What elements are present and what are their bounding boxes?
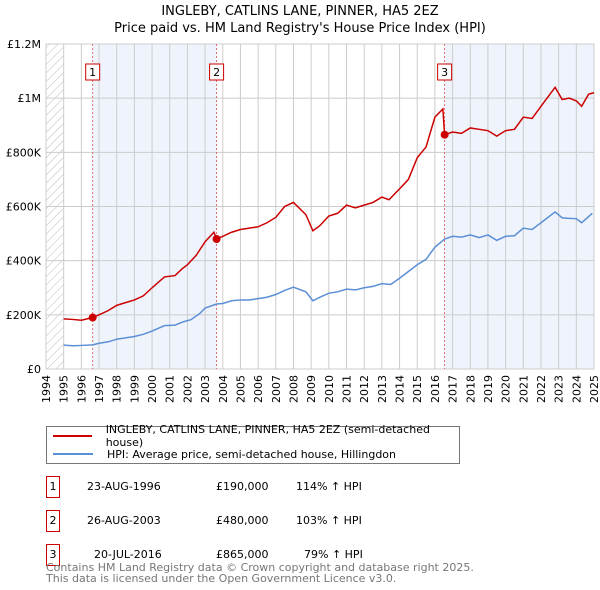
series-line — [63, 210, 593, 347]
sale-hpi-change: 114% ↑ HPI — [296, 480, 362, 493]
chart-subtitle: Price paid vs. HM Land Registry's House … — [114, 21, 486, 36]
sale-hpi-change: 79% ↑ HPI — [304, 548, 363, 561]
x-tick-label: 1998 — [111, 375, 124, 403]
x-tick-label: 2025 — [588, 375, 600, 403]
y-tick-label: £600K — [6, 201, 42, 214]
sale-row: 1 23-AUG-1996 £190,000 114% ↑ HPI — [46, 476, 546, 498]
x-tick-label: 2000 — [146, 375, 159, 403]
y-tick-label: £0 — [27, 363, 41, 376]
x-tick-label: 2018 — [464, 375, 477, 403]
y-tick-label: £400K — [6, 255, 42, 268]
sale-price: £190,000 — [216, 480, 269, 493]
sale-number-badge: 3 — [46, 544, 60, 566]
x-tick-label: 2016 — [429, 375, 442, 403]
x-tick-label: 2009 — [305, 375, 318, 403]
x-tick-label: 2022 — [535, 375, 548, 403]
sale-date: 26-AUG-2003 — [87, 514, 161, 527]
x-tick-label: 1995 — [58, 375, 71, 403]
plot-border — [45, 43, 595, 370]
sale-marker-box — [437, 63, 453, 81]
sale-marker-label: 2 — [213, 66, 220, 79]
x-tick-label: 2003 — [199, 375, 212, 403]
sale-marker-box — [85, 63, 101, 81]
x-tick-label: 2017 — [447, 375, 460, 403]
sale-price: £480,000 — [216, 514, 269, 527]
y-tick-label: £200K — [6, 309, 42, 322]
x-tick-label: 2006 — [252, 375, 265, 403]
x-tick-label: 2013 — [376, 375, 389, 403]
series-line — [63, 85, 595, 322]
sale-marker-label: 1 — [89, 66, 96, 79]
legend-property: INGLEBY, CATLINS LANE, PINNER, HA5 2EZ (… — [105, 423, 430, 449]
legend-blue-line-icon — [53, 453, 93, 455]
x-tick-label: 2010 — [323, 375, 336, 403]
sale-date: 23-AUG-1996 — [87, 480, 161, 493]
sale-number-badge: 1 — [46, 476, 60, 498]
footer-copyright: Contains HM Land Registry data © Crown c… — [46, 561, 474, 574]
x-tick-label: 2001 — [164, 375, 177, 403]
sale-row: 2 26-AUG-2003 £480,000 103% ↑ HPI — [46, 510, 546, 532]
sale-date: 20-JUL-2016 — [94, 548, 162, 561]
y-tick-label: £1.2M — [7, 38, 41, 51]
sale-row: 3 20-JUL-2016 £865,000 79% ↑ HPI — [46, 544, 546, 566]
x-tick-label: 2002 — [181, 375, 194, 403]
x-tick-label: 1999 — [128, 375, 141, 403]
sale-hpi-change: 103% ↑ HPI — [296, 514, 362, 527]
x-tick-label: 1997 — [93, 375, 106, 403]
x-tick-label: 2007 — [270, 375, 283, 403]
y-tick-label: £800K — [6, 146, 42, 159]
legend-hpi: HPI: Average price, semi-detached house,… — [107, 447, 396, 461]
x-tick-label: 2011 — [341, 375, 354, 403]
x-tick-label: 1994 — [40, 375, 53, 403]
x-tick-label: 2020 — [500, 375, 513, 403]
x-tick-label: 2012 — [358, 375, 371, 403]
sale-point — [88, 313, 97, 322]
sale-marker-box — [209, 63, 225, 81]
legend-red-line-icon — [53, 435, 92, 437]
x-tick-label: 2005 — [234, 375, 247, 403]
x-tick-label: 2004 — [217, 375, 230, 403]
x-tick-label: 2014 — [394, 375, 407, 403]
price-chart: 1994 1995 1996 1997 1998 1999 2000 2001 2002 2003… — [6, 38, 600, 403]
x-tick-label: 2019 — [482, 375, 495, 403]
y-tick-label: £1M — [18, 92, 42, 105]
sale-point — [212, 235, 221, 243]
x-tick-label: 2008 — [287, 375, 300, 403]
sale-point — [440, 130, 449, 139]
chart-title: INGLEBY, CATLINS LANE, PINNER, HA5 2EZ — [161, 4, 439, 19]
sale-marker-label: 3 — [441, 66, 448, 79]
x-tick-label: 2015 — [411, 375, 424, 403]
footer-licence: This data is licensed under the Open Gov… — [46, 572, 397, 585]
x-tick-label: 2023 — [553, 375, 566, 403]
sale-number-badge: 2 — [46, 510, 60, 532]
x-tick-label: 2021 — [517, 375, 530, 403]
x-tick-label: 2024 — [570, 375, 583, 403]
x-tick-label: 1996 — [75, 375, 88, 403]
legend: INGLEBY, CATLINS LANE, PINNER, HA5 2EZ (… — [46, 423, 460, 464]
sale-price: £865,000 — [216, 548, 269, 561]
